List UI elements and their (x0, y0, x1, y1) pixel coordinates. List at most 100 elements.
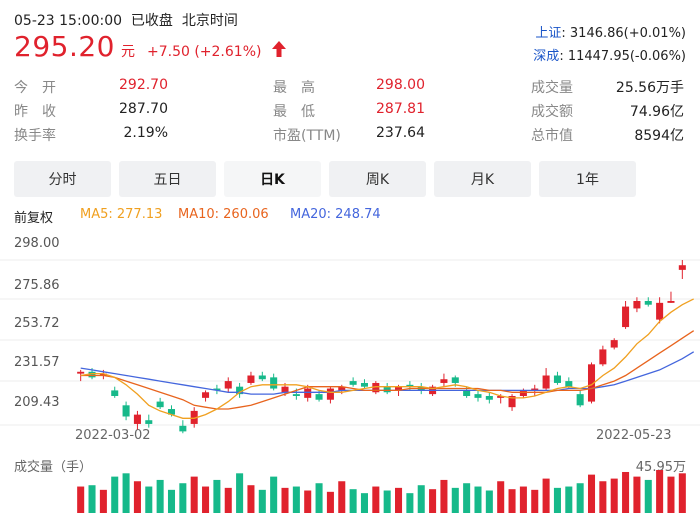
volume-bar (406, 493, 414, 513)
tab-weekly-k[interactable]: 周K (329, 161, 426, 197)
candle-body (372, 382, 380, 393)
stat-label-open: 今 开 (14, 80, 56, 96)
stat-label-market-cap: 总市值 (531, 128, 573, 144)
candle-body (315, 394, 323, 400)
volume-bar (565, 486, 573, 513)
stat-value-low: 287.81 (376, 101, 425, 117)
x-tick-start: 2022-03-02 (75, 428, 151, 443)
volume-bar (179, 483, 187, 513)
volume-bar (553, 487, 561, 513)
volume-bar (429, 489, 437, 513)
volume-bar (111, 476, 119, 513)
volume-bar (213, 479, 221, 513)
candle-body (406, 384, 414, 387)
candle-body (122, 405, 130, 417)
volume-max-label: 45.95万 (635, 460, 686, 475)
volume-bar (667, 476, 675, 513)
volume-bar (531, 489, 539, 513)
candle-body (633, 300, 641, 309)
ma10-legend: MA10: 260.06 (178, 207, 269, 222)
y-tick-label: 275.86 (14, 278, 60, 293)
price-line: 295.20 元 +7.50 (+2.61%) (14, 30, 287, 63)
candle-body (77, 371, 85, 374)
volume-bar (474, 486, 482, 513)
tab-five-day[interactable]: 五日 (119, 161, 216, 197)
candle-body (224, 381, 232, 389)
market-status: 已收盘 (130, 13, 173, 29)
candle-body (553, 375, 561, 383)
candle-body (576, 394, 584, 406)
volume-bar (633, 476, 641, 513)
tab-one-year[interactable]: 1年 (539, 161, 636, 197)
candle-body (622, 306, 630, 328)
candle-body (508, 395, 516, 408)
candle-body (236, 386, 244, 395)
volume-bar (372, 486, 380, 513)
index-shanghai[interactable]: 上证: 3146.86(+0.01%) (535, 26, 686, 41)
volume-bar (122, 473, 130, 513)
volume-bar (542, 478, 550, 513)
index-value: 3146.86(+0.01%) (569, 26, 686, 41)
timezone-label: 北京时间 (181, 13, 238, 29)
volume-bar (236, 473, 244, 513)
stat-label-pe: 市盈(TTM) (273, 128, 341, 144)
candle-body (281, 386, 289, 393)
period-tabs: 分时 五日 日K 周K 月K 1年 (14, 161, 636, 197)
candle-body (156, 401, 164, 408)
stat-label-turnover: 换手率 (14, 128, 56, 144)
tab-daily-k[interactable]: 日K (224, 161, 321, 197)
volume-bar (678, 473, 686, 513)
candle-body (383, 386, 391, 393)
ma5-legend: MA5: 277.13 (80, 207, 163, 222)
candle-body (304, 388, 312, 398)
volume-bar (508, 489, 516, 513)
stat-label-low: 最 低 (273, 104, 315, 120)
volume-bar (497, 481, 505, 513)
up-arrow-icon (271, 40, 287, 58)
y-tick-label: 231.57 (14, 355, 60, 370)
candle-body (587, 364, 596, 402)
volume-label: 成交量（手） (14, 460, 93, 475)
adjust-mode-label[interactable]: 前复权 (14, 211, 54, 226)
volume-bar (622, 471, 630, 513)
volume-bar (644, 479, 652, 513)
stat-value-turnover: 2.19% (123, 125, 168, 141)
volume-bar (167, 489, 176, 513)
candle-body (247, 375, 255, 383)
y-tick-label: 209.43 (14, 395, 60, 410)
volume-bar (304, 490, 312, 513)
candle-body (463, 390, 471, 396)
candle-body (360, 382, 368, 387)
candle-body (202, 392, 210, 398)
tab-monthly-k[interactable]: 月K (434, 161, 531, 197)
stat-value-high: 298.00 (376, 77, 425, 93)
candle-body (213, 388, 221, 391)
candle-body (145, 420, 153, 424)
volume-bar (247, 485, 255, 513)
candle-body (270, 377, 278, 389)
volume-bar (519, 486, 527, 513)
volume-bar (270, 476, 278, 513)
volume-bar (281, 487, 289, 513)
candle-body (349, 381, 357, 385)
candle-body (440, 379, 448, 383)
index-shenzhen[interactable]: 深成: 11447.95(-0.06%) (533, 49, 686, 64)
volume-bar (451, 487, 459, 513)
candle-body (292, 394, 300, 396)
volume-bar (395, 487, 403, 513)
candle-body (599, 349, 607, 365)
ma10-line (80, 330, 695, 410)
stat-value-amount: 74.96亿 (629, 104, 684, 120)
tab-intraday[interactable]: 分时 (14, 161, 111, 197)
volume-bar (88, 485, 96, 513)
y-tick-label: 298.00 (14, 236, 60, 251)
volume-bar (440, 479, 448, 513)
volume-bar (349, 489, 357, 513)
candle-body (644, 300, 652, 305)
volume-bar (417, 485, 425, 513)
volume-bar (145, 486, 153, 513)
volume-bar (610, 478, 618, 513)
volume-bar (338, 481, 346, 513)
stat-label-volume: 成交量 (531, 80, 573, 96)
